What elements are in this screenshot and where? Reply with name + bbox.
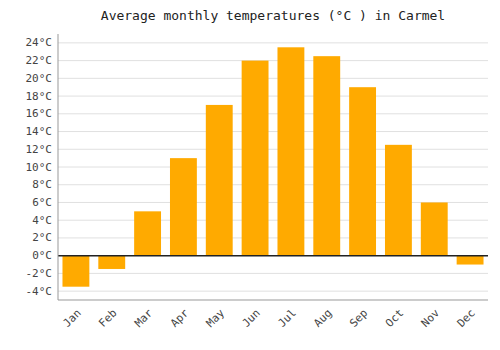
x-tick-label: Dec — [455, 307, 478, 330]
y-tick-label: 0°C — [32, 249, 52, 262]
bar — [170, 158, 197, 256]
x-tick-label: Jun — [240, 307, 263, 330]
bar — [313, 56, 340, 256]
x-tick-label: Sep — [347, 307, 370, 330]
bar — [457, 256, 484, 265]
grid-line — [58, 96, 488, 97]
bar — [134, 211, 161, 255]
x-tick-label: Oct — [383, 307, 406, 330]
bar — [277, 47, 304, 255]
grid-line — [58, 113, 488, 114]
grid-line — [58, 78, 488, 79]
x-tick-label: Mar — [132, 306, 156, 330]
x-tick-label: Feb — [96, 307, 119, 330]
bar — [242, 61, 269, 256]
x-axis-line — [58, 300, 488, 301]
grid-line — [58, 184, 488, 185]
y-tick-label: 8°C — [32, 178, 52, 191]
y-tick-label: 20°C — [26, 72, 53, 85]
chart-container: -4°C -2°C 0°C 2°C 4°C 6°C 8°C 10°C 12°C 14°C 16°C 1… — [0, 0, 500, 350]
grid-line — [58, 149, 488, 150]
y-tick-label: 12°C — [26, 143, 53, 156]
grid-line — [58, 291, 488, 292]
grid-line — [58, 131, 488, 132]
title: Average monthly temperatures (°C ) in Ca… — [101, 8, 445, 23]
grid-line — [58, 273, 488, 274]
grid — [58, 43, 488, 291]
y-tick-label: 14°C — [26, 125, 53, 138]
x-tick-label: Jul — [275, 307, 298, 330]
x-tick-label: Jan — [60, 307, 83, 330]
y-tick-label: 24°C — [26, 36, 53, 49]
y-tick-label: 6°C — [32, 196, 52, 209]
y-tick-label: 2°C — [32, 231, 52, 244]
x-tick-labels: Jan Feb Mar Apr May Jun Jul Aug Sep Oct Nov Dec — [60, 306, 477, 330]
bar — [349, 87, 376, 255]
y-tick-label: -4°C — [26, 285, 53, 298]
y-tick-labels: -4°C -2°C 0°C 2°C 4°C 6°C 8°C 10°C 12°C 14°C 16°C 1… — [26, 36, 53, 297]
y-tick-label: 18°C — [26, 90, 53, 103]
bar — [206, 105, 233, 256]
chart-svg: -4°C -2°C 0°C 2°C 4°C 6°C 8°C 10°C 12°C 14°C 16°C 1… — [0, 0, 500, 350]
bar — [62, 256, 89, 287]
x-tick-label: Apr — [168, 306, 192, 330]
y-tick-label: -2°C — [26, 267, 53, 280]
x-tick-label: Aug — [311, 307, 334, 330]
page: {"chart_data": {"type": "bar", "title": … — [0, 0, 500, 350]
bar — [98, 256, 125, 269]
y-tick-label: 16°C — [26, 107, 53, 120]
y-tick-label: 10°C — [26, 161, 53, 174]
bar — [421, 202, 448, 255]
grid-line — [58, 255, 488, 256]
bar — [385, 145, 412, 256]
bar-baseline — [58, 255, 488, 257]
grid-line — [58, 42, 488, 43]
y-axis-line — [58, 34, 59, 300]
y-tick-label: 22°C — [26, 54, 53, 67]
y-tick-label: 4°C — [32, 214, 52, 227]
grid-line — [58, 60, 488, 61]
grid-line — [58, 167, 488, 168]
x-tick-label: May — [204, 306, 228, 330]
x-tick-label: Nov — [419, 306, 443, 330]
bars — [62, 47, 483, 286]
